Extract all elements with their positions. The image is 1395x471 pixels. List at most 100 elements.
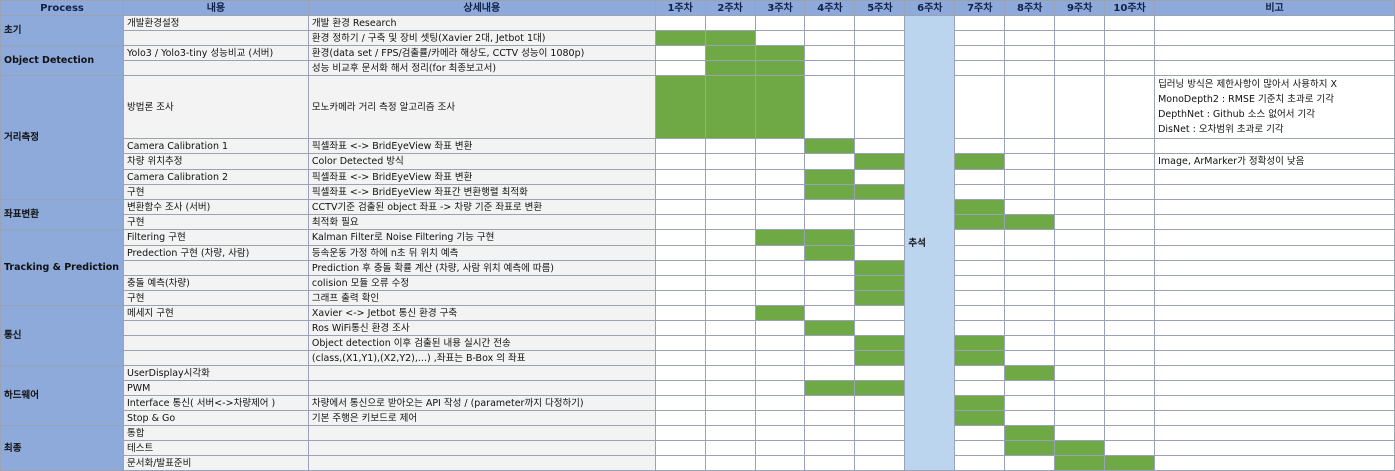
week-cell-active [754,60,806,76]
content-cell [122,320,309,336]
week-cell [1054,410,1106,426]
note-cell [1154,260,1395,276]
week-cell [1004,15,1056,31]
week-cell [804,410,856,426]
week-cell [704,138,756,154]
note-cell [1154,30,1395,46]
table-row: 하드웨어 UserDisplay시각화 [0,365,1395,426]
week-cell [804,425,856,441]
week-cell [754,290,806,306]
week-cell [854,169,906,185]
week-cell [1054,350,1106,366]
week-cell [704,350,756,366]
week-cell [704,455,756,471]
detail-cell [307,365,656,381]
content-cell: Camera Calibration 1 [122,138,309,154]
content-cell: 테스트 [122,440,309,456]
week-cell [954,290,1006,306]
week-cell [854,455,906,471]
table-row: Camera Calibration 2 픽셀좌표 <-> BridEyeView… [1,169,1395,185]
week-cell [1054,290,1106,306]
week-cell-active [1054,440,1106,456]
week-cell [704,214,756,230]
week-cell [754,320,806,336]
week-cell [1004,169,1056,185]
header-week-10: 10주차 [1104,0,1156,16]
week-cell [804,15,856,31]
week-cell [854,15,906,31]
process-cell: 통신 [0,305,124,366]
week-cell [704,440,756,456]
content-cell: Stop & Go [122,410,309,426]
note-cell [1154,395,1395,411]
week-cell [654,350,706,366]
week-cell [1104,305,1156,321]
week-cell [954,365,1006,381]
table-row: PWM [1,380,1395,396]
content-cell [122,260,309,276]
week-cell [654,245,706,261]
week-cell [954,275,1006,291]
week-cell [754,199,806,215]
week-cell [704,245,756,261]
week-cell [1054,229,1106,246]
week-cell-active [854,350,906,366]
note-cell [1154,380,1395,396]
week-cell [654,320,706,336]
week-cell [1004,275,1056,291]
header-week-7: 7주차 [954,0,1006,16]
table-row: 구현 그래프 출력 확인 [1,290,1395,306]
week-cell [704,169,756,185]
week-cell [704,275,756,291]
week-cell-active [654,30,706,46]
note-cell [1154,229,1395,246]
week-cell [854,395,906,411]
week-cell [654,290,706,306]
header-row: Process 내용 상세내용 1주차 2주차 3주차 4주차 5주차 6주차 … [0,0,1395,16]
note-cell [1154,350,1395,366]
week-cell [1104,75,1156,139]
week-cell-active [804,229,856,246]
week-cell [854,440,906,456]
week-cell-active [704,60,756,76]
note-cell [1154,169,1395,185]
note-line: DisNet : 오차범위 초과로 기각 [1158,124,1284,135]
week-cell [754,410,806,426]
note-cell [1154,138,1395,154]
detail-cell [307,440,656,456]
content-cell: 차량 위치추정 [122,153,309,170]
week-cell [854,365,906,381]
detail-cell: 그래프 출력 확인 [307,290,656,306]
week-cell [754,184,806,200]
week-cell [954,45,1006,61]
week-cell [954,184,1006,200]
note-cell [1154,320,1395,336]
week-cell-active [854,335,906,351]
week-cell-active [1004,440,1056,456]
week-cell [1054,184,1106,200]
week-cell [654,365,706,381]
week-cell [654,380,706,396]
week-cell [1054,138,1106,154]
week-cell [1054,365,1106,381]
week-cell [1054,75,1106,139]
header-week-5: 5주차 [854,0,906,16]
week-cell [1104,275,1156,291]
week-cell-active [954,410,1006,426]
week-cell [1004,153,1056,170]
content-cell: 구현 [122,290,309,306]
week-cell [654,440,706,456]
header-note: 비고 [1154,0,1395,16]
week-cell [954,229,1006,246]
detail-cell: (class,(X1,Y1),(X2,Y2),...) ,좌표는 B-Box 의… [307,350,656,366]
week-cell-active [954,214,1006,230]
week-cell [804,214,856,230]
detail-cell: 모노카메라 거리 측정 알고리즘 조사 [307,75,656,139]
week-cell-active [804,245,856,261]
week-cell [1104,335,1156,351]
header-week-6: 6주차 [904,0,956,16]
week-cell [854,75,906,139]
content-cell: Filtering 구현 [122,229,309,246]
week-cell [654,425,706,441]
week-cell [654,275,706,291]
